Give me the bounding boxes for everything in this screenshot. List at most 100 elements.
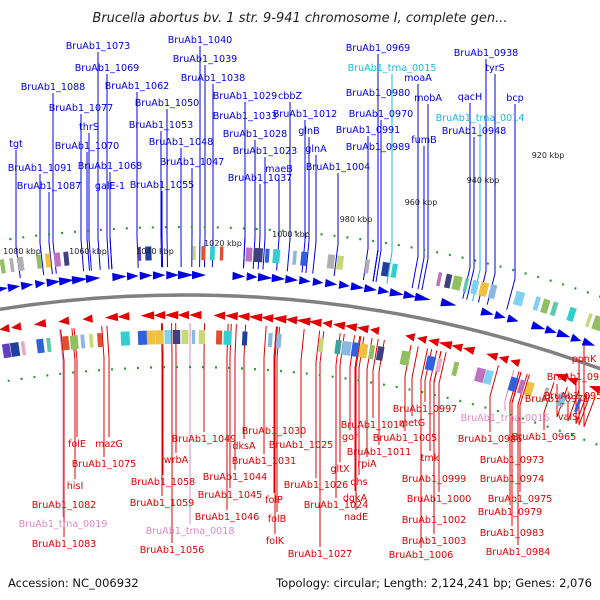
reverse-gene-arrow: [272, 315, 287, 324]
leader-line: [333, 173, 339, 277]
reverse-cog-block: [435, 357, 443, 373]
gene-label: BruAb1_1038: [181, 73, 246, 84]
forward-gene-arrow: [34, 280, 46, 289]
forward-cog-block: [478, 281, 490, 298]
gene-label: BruAb1_1000: [407, 494, 472, 505]
forward-cog-block: [44, 253, 52, 268]
reverse-gene-arrow: [164, 310, 179, 320]
gene-label: BruAb1_0997: [393, 404, 458, 415]
leader-line: [234, 324, 237, 470]
reverse-cog-block: [223, 330, 232, 345]
scale-label: 1000 kbp: [272, 230, 310, 239]
gene-label: BruAb1_1070: [55, 141, 120, 152]
gene-label: BruAb1_1068: [78, 161, 143, 172]
forward-cog-block: [264, 248, 270, 263]
gene-label: BruAb1_1025: [269, 440, 334, 451]
forward-gene-arrow: [298, 276, 311, 285]
forward-cog-block: [470, 279, 480, 295]
reverse-gene-arrow: [140, 311, 155, 320]
leader-line: [489, 365, 499, 432]
forward-cog-block: [487, 283, 498, 300]
gene-label: gor: [342, 432, 358, 443]
forward-cog-block: [584, 312, 593, 328]
gene-label: BruAb1_0974: [480, 474, 545, 485]
gene-label: BruAb1_1031: [232, 456, 297, 467]
leader-line: [106, 74, 110, 270]
reverse-gene-arrow: [451, 343, 464, 352]
gene-label: BruAb1_1062: [105, 81, 170, 92]
leader-line: [71, 328, 76, 479]
forward-gene-arrow: [192, 270, 207, 280]
gene-label: BruAb1_0983: [480, 528, 545, 539]
gene-label: BruAb1_1048: [149, 137, 214, 148]
reverse-cog-block: [9, 341, 21, 358]
reverse-cog-block: [341, 340, 352, 356]
gene-label: BruAb1_0965: [512, 432, 577, 443]
leader-line: [106, 325, 110, 437]
scale-label: 960 kbp: [405, 198, 438, 207]
leader-line: [355, 336, 362, 510]
gene-label: BruAb1_trna_0019: [19, 519, 108, 530]
forward-cog-block: [17, 256, 25, 272]
reverse-gene-arrow: [58, 316, 70, 325]
reverse-gene-arrow: [285, 316, 298, 325]
gene-label: BruAb1_1039: [173, 54, 238, 65]
reverse-gene-arrow: [224, 311, 238, 321]
forward-gene-arrow: [581, 337, 596, 346]
reverse-cog-block: [181, 330, 189, 344]
leader-line: [372, 338, 379, 418]
reverse-cog-block: [275, 333, 282, 348]
reverse-gene-arrow: [104, 312, 119, 322]
leader-line: [97, 52, 101, 270]
forward-cog-block: [137, 246, 142, 261]
forward-cog-block: [364, 259, 371, 274]
reverse-cog-block: [172, 329, 181, 345]
forward-cog-block: [272, 249, 281, 264]
gene-label: rpiA: [357, 459, 377, 470]
genome-stats-text: Topology: circular; Length: 2,124,241 bp…: [275, 576, 592, 590]
gene-label: BruAb1_1077: [49, 103, 114, 114]
reverse-cog-block: [1, 343, 12, 359]
gene-label: BruAb1_0980: [346, 88, 411, 99]
gene-label: fumB: [411, 135, 436, 146]
forward-cog-block: [9, 257, 15, 273]
reverse-gene-arrow: [405, 333, 416, 342]
forward-gene-arrow: [338, 280, 350, 289]
forward-gene-arrow: [58, 277, 75, 286]
forward-gene-arrow: [7, 283, 21, 293]
forward-gene-arrow: [46, 278, 61, 288]
forward-gene-arrow: [324, 278, 338, 288]
gene-label: BruAb1_1075: [72, 459, 137, 470]
reverse-gene-arrow: [438, 341, 453, 350]
forward-cog-block: [145, 246, 152, 261]
forward-cog-block: [35, 254, 43, 269]
reverse-cog-block: [424, 355, 437, 371]
leader-line: [411, 84, 419, 289]
leader-line: [243, 122, 246, 269]
leader-line: [519, 374, 530, 492]
leader-line: [506, 104, 516, 310]
reverse-cog-block: [164, 330, 172, 345]
forward-gene-arrow: [312, 277, 324, 286]
reverse-gene-arrow: [589, 385, 600, 395]
gene-label: BruAb1_1073: [66, 41, 131, 52]
forward-gene-arrow: [126, 272, 139, 281]
backbone-circle: [0, 293, 600, 371]
reverse-cog-block: [523, 381, 535, 397]
gene-label: BruAb1_1056: [140, 545, 205, 556]
forward-gene-arrow: [544, 325, 557, 334]
gene-label: BruAb1_1046: [195, 512, 260, 523]
gene-label: BruAb1_1014: [341, 420, 406, 431]
forward-cog-block: [253, 247, 264, 263]
leader-line: [420, 348, 429, 548]
reverse-cog-block: [482, 369, 494, 386]
leader-line: [109, 192, 113, 270]
forward-gene-arrow: [570, 333, 582, 342]
leader-line: [583, 344, 596, 427]
gene-label: BruAb1_1045: [198, 490, 263, 501]
gene-label: BruAb1_1050: [135, 98, 200, 109]
forward-gene-arrow: [506, 314, 519, 323]
reverse-cog-block: [516, 379, 526, 394]
reverse-gene-arrow: [510, 359, 521, 368]
